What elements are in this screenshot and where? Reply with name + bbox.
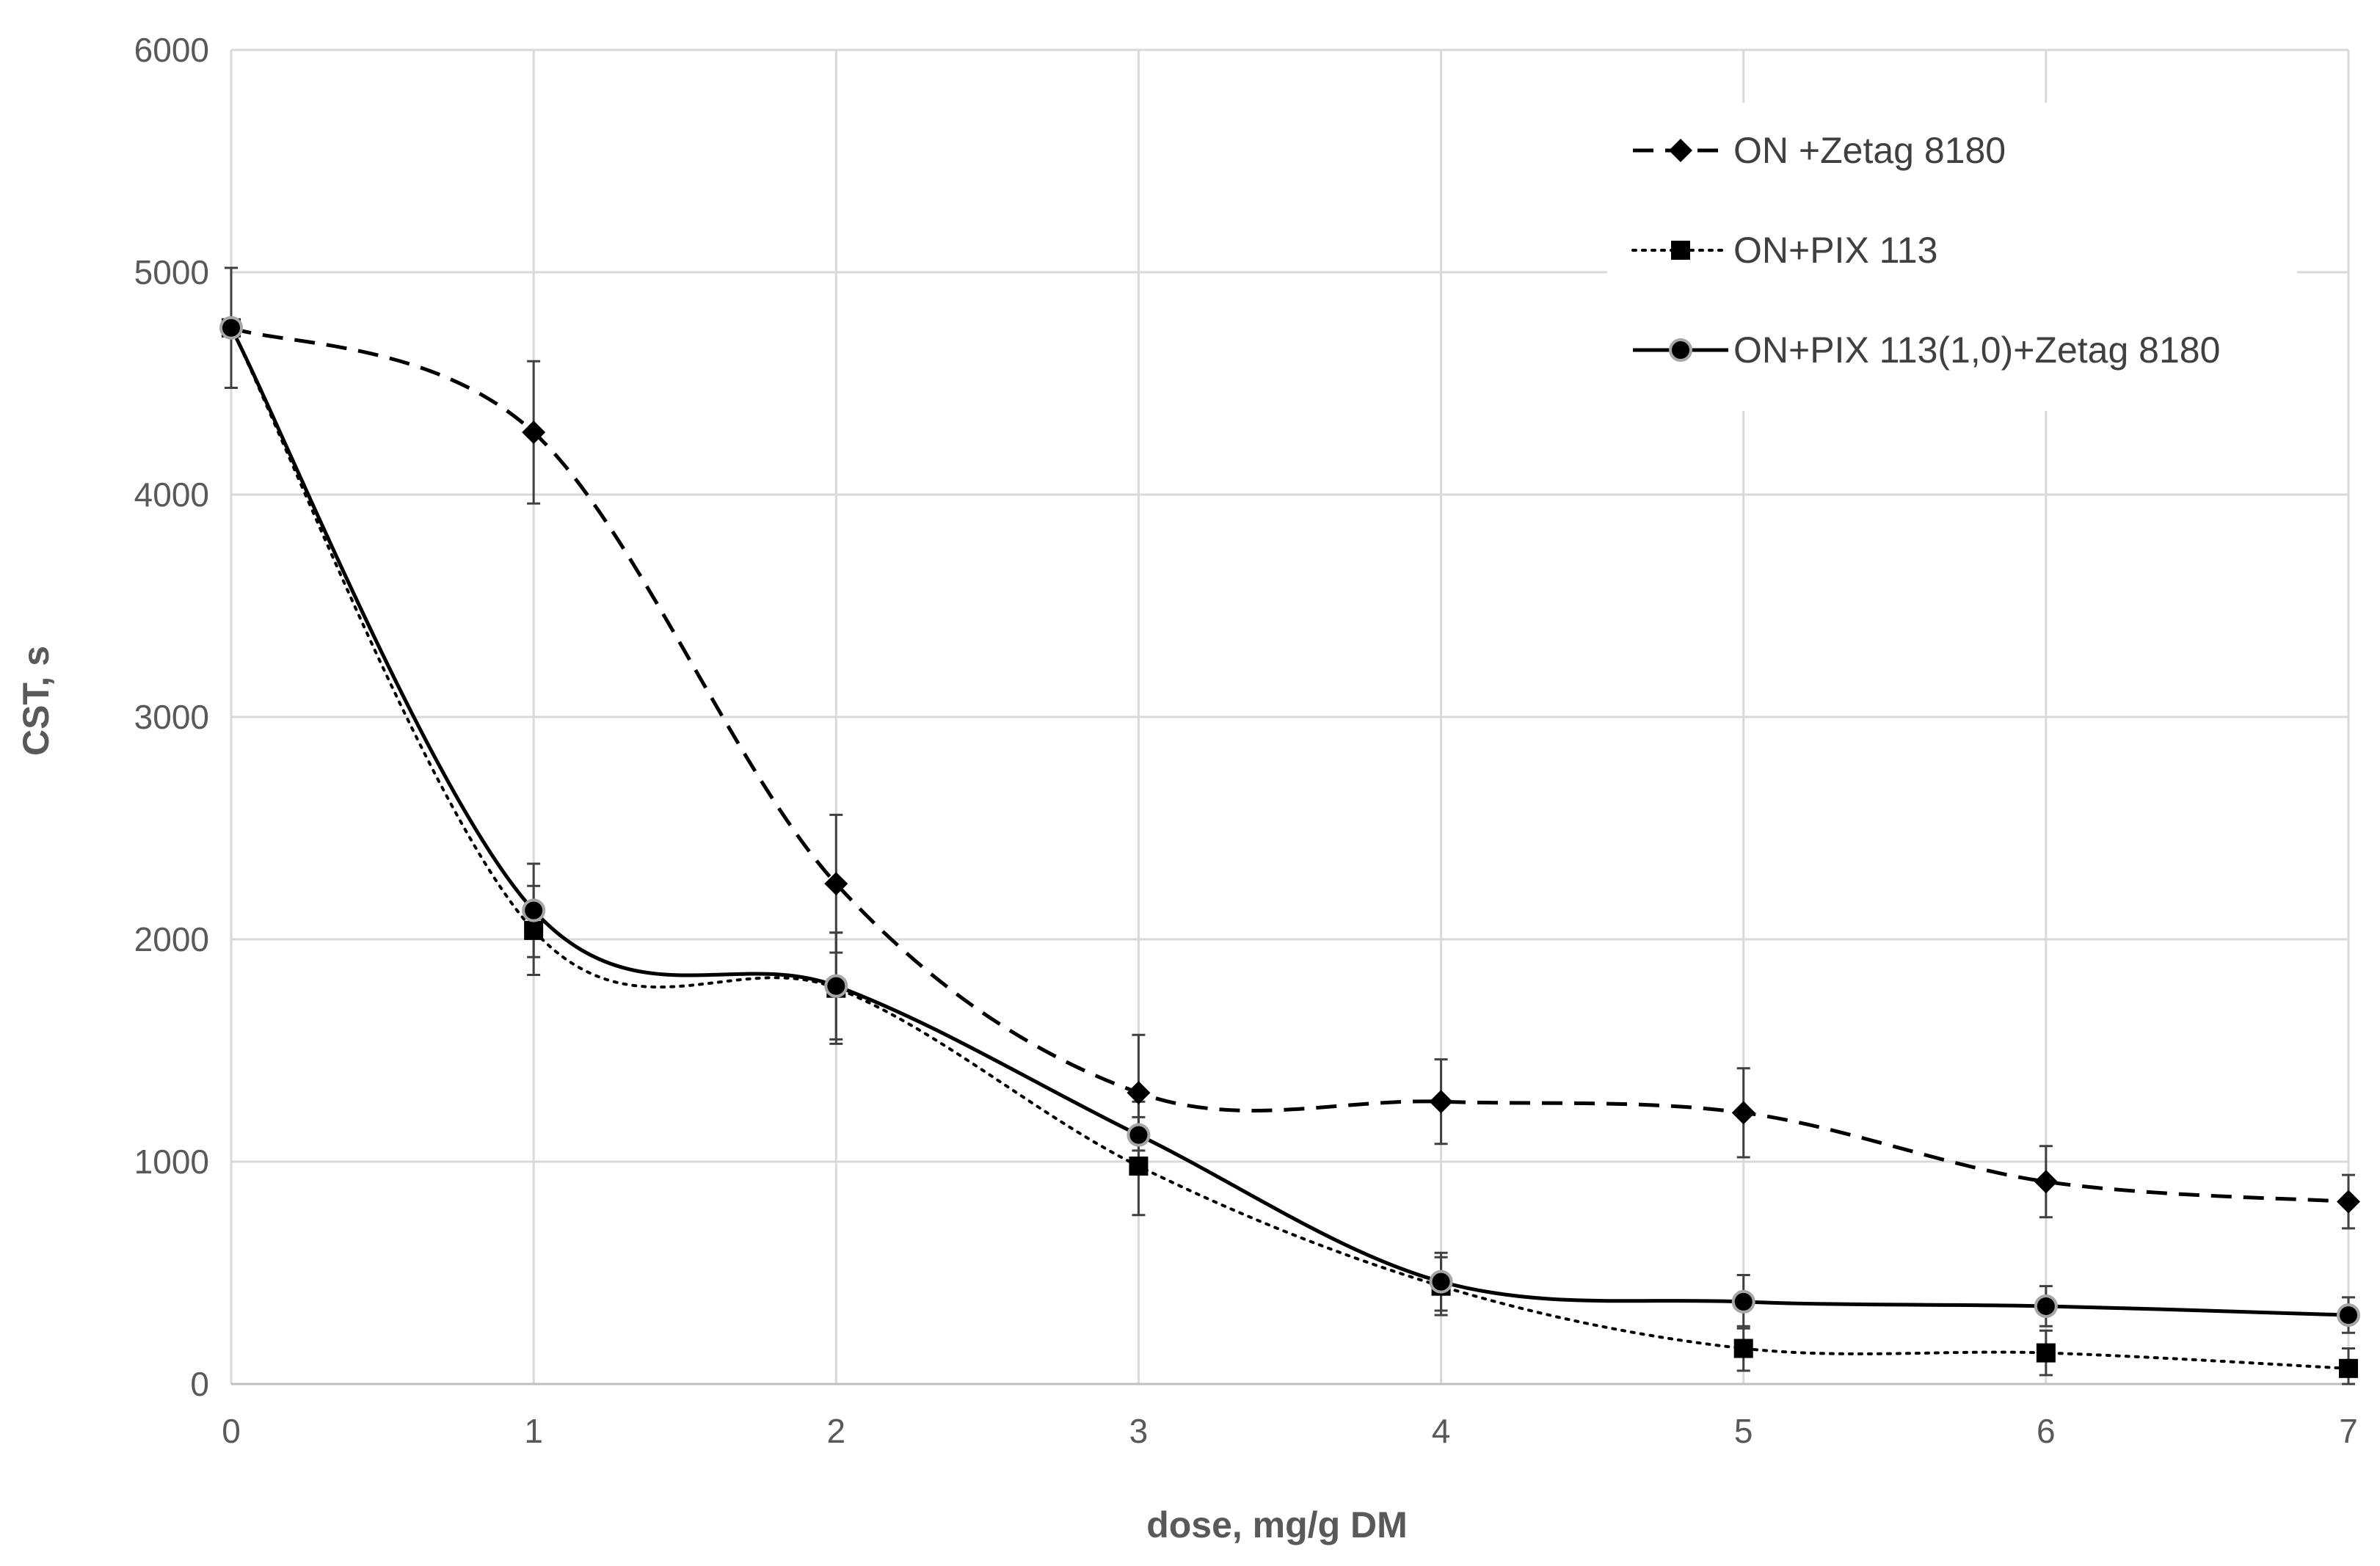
series-line-3	[229, 327, 2349, 1317]
data-point-diamond	[1127, 1081, 1151, 1105]
y-tick-label: 1000	[134, 1143, 209, 1181]
data-point-diamond	[2337, 1190, 2360, 1214]
data-point-circle	[1731, 1289, 1755, 1314]
y-tick-label: 6000	[134, 31, 209, 69]
legend-label-3: ON+PIX 113(1,0)+Zetag 8180	[1733, 329, 2220, 371]
data-point-diamond	[824, 872, 848, 896]
data-point-circle	[219, 316, 243, 340]
data-point-square	[2036, 1343, 2056, 1363]
legend-marker-circle	[1669, 338, 1692, 362]
y-tick-label: 0	[190, 1365, 209, 1403]
legend: ON +Zetag 8180 ON+PIX 113 ON+PIX 113(1,0)+…	[1607, 103, 2297, 411]
y-tick-label: 3000	[134, 698, 209, 736]
legend-marker-diamond	[1669, 139, 1692, 162]
x-tick-label: 6	[2037, 1412, 2056, 1450]
data-point-square	[1129, 1157, 1149, 1176]
x-axis-label: dose, mg/g DM	[1146, 1504, 1408, 1545]
data-point-diamond	[522, 420, 546, 445]
data-point-circle	[522, 898, 546, 922]
legend-marker-square	[1671, 241, 1690, 260]
x-tick-label: 2	[826, 1412, 845, 1450]
data-point-diamond	[1429, 1090, 1453, 1114]
axis-layer: 0 1000 2000 3000 4000 5000 6000 0 1 2 3 4 5 6 7	[134, 31, 2358, 1450]
data-point-circle	[1127, 1123, 1151, 1147]
data-point-circle	[824, 974, 848, 998]
x-tick-label: 4	[1432, 1412, 1451, 1450]
data-point-circle	[2034, 1294, 2058, 1318]
data-point-diamond	[1731, 1101, 1755, 1125]
series-markers	[219, 316, 2360, 1378]
data-point-square	[2339, 1358, 2358, 1378]
series-lines	[229, 326, 2350, 1370]
x-tick-label: 3	[1129, 1412, 1149, 1450]
y-tick-label: 2000	[134, 920, 209, 958]
y-axis-label: CST, s	[15, 646, 57, 756]
y-tick-label: 4000	[134, 476, 209, 514]
data-point-square	[1733, 1339, 1753, 1358]
data-point-circle	[2337, 1303, 2360, 1328]
data-point-square	[524, 920, 544, 940]
legend-background	[1607, 103, 2297, 411]
data-point-diamond	[2034, 1170, 2058, 1194]
legend-label-1: ON +Zetag 8180	[1733, 130, 2006, 171]
x-tick-label: 1	[524, 1412, 543, 1450]
y-tick-label: 5000	[134, 253, 209, 291]
x-tick-label: 5	[1734, 1412, 1753, 1450]
series-line-1	[230, 326, 2349, 1204]
data-point-circle	[1429, 1270, 1453, 1294]
legend-label-2: ON+PIX 113	[1733, 230, 1937, 271]
x-tick-label: 7	[2339, 1412, 2358, 1450]
series-line-2	[230, 326, 2350, 1370]
x-tick-label: 0	[222, 1412, 241, 1450]
